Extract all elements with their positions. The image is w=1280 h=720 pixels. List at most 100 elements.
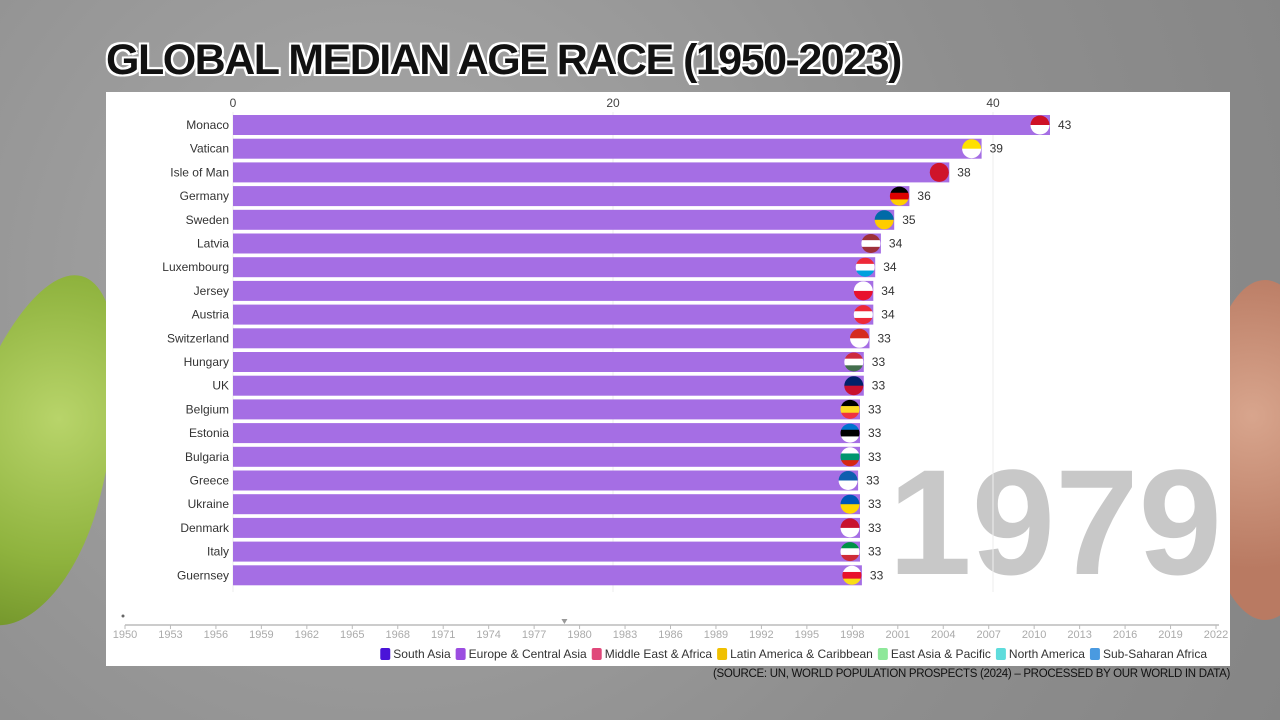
x-tick-label: 40	[986, 96, 1000, 110]
legend-swatch	[995, 648, 1006, 660]
timeline-tick-label: 2022	[1204, 629, 1228, 641]
legend-swatch	[717, 648, 728, 660]
timeline-tick-label: 2004	[931, 629, 955, 641]
bar-row: Italy 33	[207, 541, 882, 562]
value-label: 33	[866, 474, 880, 488]
timeline-tick-label: 1983	[613, 629, 637, 641]
bar-row: Denmark 33	[180, 517, 882, 538]
flag-stripe	[840, 436, 860, 443]
value-label: 36	[917, 189, 931, 203]
flag-icon	[853, 305, 873, 325]
country-label: Italy	[207, 545, 229, 559]
country-label: Jersey	[194, 284, 229, 298]
flag-icon	[840, 518, 860, 538]
flag-stripe	[840, 429, 860, 437]
country-label: Estonia	[189, 426, 229, 440]
value-label: 34	[889, 237, 903, 251]
legend-swatch	[380, 648, 391, 660]
flag-icon	[840, 494, 860, 514]
legend-swatch	[455, 648, 466, 660]
bar-row: Latvia 34	[197, 233, 903, 254]
country-label: Isle of Man	[170, 165, 229, 179]
flag-stripe	[840, 460, 860, 467]
flag-stripe	[850, 338, 869, 348]
flag-icon	[853, 281, 873, 301]
bar-chart-race: 1979 0 20 40 Monaco 43 Vatican 39 Isle of Man 38 G…	[113, 96, 1228, 661]
flag-icon	[1030, 115, 1050, 135]
value-label: 43	[1058, 118, 1072, 132]
value-label: 34	[881, 308, 895, 322]
timeline-tick-label: 1998	[840, 629, 864, 641]
legend-swatch	[1089, 648, 1100, 660]
flag-icon	[844, 352, 864, 372]
country-label: Sweden	[186, 213, 229, 227]
bar-row: Germany 36	[180, 186, 931, 207]
flag-stripe	[838, 471, 858, 481]
bar	[233, 162, 950, 183]
flag-stripe	[861, 234, 881, 241]
flag-stripe	[853, 317, 873, 325]
flag-stripe	[855, 257, 875, 265]
bar	[233, 352, 864, 372]
value-label: 33	[868, 426, 882, 440]
flag-stripe	[850, 328, 869, 339]
timeline-tick-label: 2007	[976, 629, 1000, 641]
bar	[233, 470, 859, 491]
flag-stripe	[840, 518, 860, 529]
bar-row: Greece 33	[190, 470, 880, 491]
flag-stripe	[853, 281, 873, 292]
bar	[233, 541, 860, 562]
value-label: 33	[870, 568, 884, 582]
flag-stripe	[855, 270, 875, 277]
timeline-tick-label: 1986	[658, 629, 682, 641]
timeline-tick-label: 1965	[340, 629, 364, 641]
timeline-tick-label: 2001	[886, 629, 910, 641]
flag-stripe	[840, 504, 860, 514]
value-label: 34	[881, 284, 895, 298]
value-label: 33	[878, 331, 892, 345]
flag-stripe	[962, 148, 982, 159]
timeline-tick-label: 1968	[386, 629, 410, 641]
bar-row: Belgium 33	[186, 399, 882, 420]
timeline-tick-label: 1977	[522, 629, 546, 641]
flag-stripe	[853, 305, 873, 312]
flag-stripe	[840, 494, 860, 505]
timeline-tick-label: 1959	[249, 629, 273, 641]
flag-stripe	[844, 352, 864, 360]
timeline-tick-label: 1995	[795, 629, 819, 641]
bar	[233, 494, 860, 515]
timeline-tick-label: 1962	[295, 629, 319, 641]
bar-row: Austria 34	[192, 304, 895, 325]
flag-stripe	[853, 290, 873, 301]
flag-icon	[840, 423, 860, 443]
bar	[233, 328, 870, 349]
bar	[233, 446, 860, 467]
flag-stripe	[874, 210, 894, 221]
timeline-marker[interactable]	[561, 619, 568, 624]
value-label: 33	[868, 402, 882, 416]
timeline-tick-label: 1992	[749, 629, 773, 641]
value-label: 33	[868, 545, 882, 559]
timeline-tick-label: 2010	[1022, 629, 1046, 641]
flag-icon	[850, 328, 869, 348]
legend-label: East Asia & Pacific	[891, 647, 991, 661]
flag-icon	[855, 257, 875, 277]
bar	[233, 565, 862, 586]
timeline-tick-label: 1989	[704, 629, 728, 641]
timeline-tick-label: 2013	[1067, 629, 1091, 641]
flag-icon	[840, 399, 860, 419]
bar-row: Luxembourg 34	[162, 257, 897, 278]
flag-icon	[840, 542, 860, 562]
timeline-start-dot	[121, 614, 125, 618]
flag-icon	[840, 447, 860, 467]
country-label: Ukraine	[188, 497, 230, 511]
bar-row: Hungary 33	[184, 352, 886, 372]
flag-stripe	[1030, 125, 1050, 135]
value-label: 39	[990, 142, 1004, 156]
bar	[233, 399, 860, 420]
bar-row: Sweden 35	[186, 209, 916, 230]
timeline-tick-label: 1974	[476, 629, 500, 641]
value-label: 33	[872, 355, 886, 369]
timeline-tick-label: 1953	[158, 629, 182, 641]
bar	[233, 517, 860, 538]
